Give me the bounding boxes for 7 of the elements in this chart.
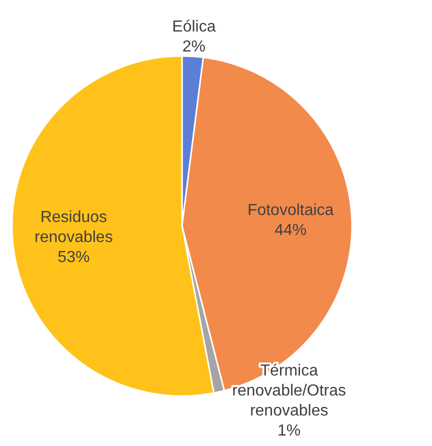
data-label: 1%: [278, 422, 301, 440]
slice-label: Fotovoltaica: [247, 202, 334, 219]
data-label: 2%: [182, 38, 206, 56]
slice-label: Eólica: [172, 18, 216, 36]
data-label: 44%: [274, 222, 307, 239]
slice-label: Residuos renovables: [34, 208, 113, 246]
data-label: 53%: [58, 248, 90, 266]
